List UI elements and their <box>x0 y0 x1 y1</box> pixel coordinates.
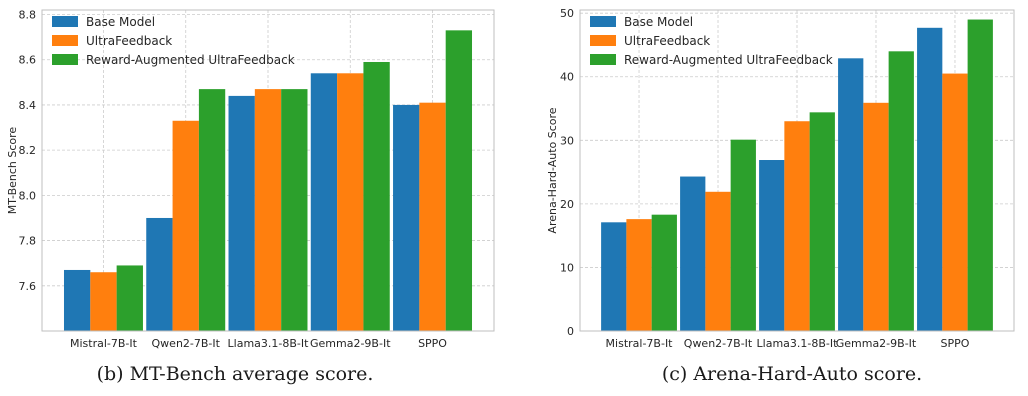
bar-base-model-4 <box>917 27 943 331</box>
legend-swatch <box>590 35 616 46</box>
legend-swatch <box>52 16 78 27</box>
bar-reward-augmented-ultrafeedback-3 <box>363 61 390 332</box>
y-tick-label: 40 <box>560 71 574 84</box>
legend-swatch <box>52 35 78 46</box>
x-tick-label: Mistral-7B-It <box>70 337 138 350</box>
bar-base-model-4 <box>393 104 420 331</box>
y-axis-label: MT-Bench Score <box>6 127 19 215</box>
bar-ultrafeedback-1 <box>172 120 199 331</box>
bar-reward-augmented-ultrafeedback-0 <box>116 265 143 331</box>
bar-reward-augmented-ultrafeedback-0 <box>651 214 677 331</box>
legend-swatch <box>590 54 616 65</box>
figure-caption: (c) Arena-Hard-Auto score. <box>662 363 922 385</box>
y-tick-label: 7.6 <box>19 280 37 293</box>
mt-bench-chart: 7.6 7.8 8.0 8.2 8.4 8.6 8.8 Mistral-7B-It Qwen2-… <box>6 9 495 385</box>
bar-ultrafeedback-2 <box>254 89 282 331</box>
arena-hard-chart: 0 10 20 30 40 50 Mistral-7B-It Qwen2-7B-It Llama… <box>546 7 1015 385</box>
y-tick-label: 7.8 <box>19 235 37 248</box>
x-tick-label: Gemma2-9B-It <box>836 337 917 350</box>
plot-frame <box>579 9 1015 332</box>
bar-base-model-3 <box>310 73 338 331</box>
legend-label: UltraFeedback <box>86 34 172 48</box>
bar-ultrafeedback-0 <box>90 272 117 331</box>
bar-ultrafeedback-0 <box>626 219 652 331</box>
x-tick-label: SPPO <box>941 337 970 350</box>
bar-base-model-1 <box>680 176 706 331</box>
y-tick-label: 20 <box>560 198 574 211</box>
y-tick-label: 8.8 <box>19 9 37 22</box>
bar-reward-augmented-ultrafeedback-2 <box>281 89 308 331</box>
bar-base-model-0 <box>601 222 627 331</box>
y-tick-label: 8.6 <box>19 54 37 67</box>
legend-label: UltraFeedback <box>624 34 710 48</box>
x-tick-label: Qwen2-7B-It <box>684 337 753 350</box>
y-tick-label: 30 <box>560 134 574 147</box>
y-tick-label: 8.0 <box>19 189 37 202</box>
bar-base-model-3 <box>838 58 864 332</box>
bar-ultrafeedback-4 <box>419 102 446 331</box>
legend-swatch <box>52 54 78 65</box>
bar-ultrafeedback-1 <box>705 191 731 331</box>
bar-ultrafeedback-4 <box>942 73 968 331</box>
x-tick-label: Qwen2-7B-It <box>152 337 221 350</box>
y-tick-label: 8.2 <box>19 144 37 157</box>
legend-label: Base Model <box>624 15 693 29</box>
bar-ultrafeedback-3 <box>863 102 889 332</box>
x-tick-label: Mistral-7B-It <box>606 337 674 350</box>
x-tick-label: Gemma2-9B-It <box>310 337 391 350</box>
legend-label: Reward-Augmented UltraFeedback <box>86 53 295 67</box>
bar-reward-augmented-ultrafeedback-4 <box>445 30 473 332</box>
bar-reward-augmented-ultrafeedback-1 <box>198 89 226 331</box>
bar-reward-augmented-ultrafeedback-2 <box>809 112 835 331</box>
bar-ultrafeedback-2 <box>784 121 810 331</box>
x-tick-label: Llama3.1-8B-It <box>757 337 839 350</box>
y-axis-label: Arena-Hard-Auto Score <box>546 107 559 233</box>
bar-base-model-2 <box>759 160 785 331</box>
x-tick-label: SPPO <box>418 337 447 350</box>
bar-reward-augmented-ultrafeedback-3 <box>888 51 914 331</box>
bar-reward-augmented-ultrafeedback-1 <box>730 139 756 331</box>
legend-swatch <box>590 16 616 27</box>
bar-base-model-2 <box>228 95 255 332</box>
bar-reward-augmented-ultrafeedback-4 <box>967 19 993 331</box>
y-tick-label: 0 <box>567 325 574 338</box>
legend-label: Base Model <box>86 15 155 29</box>
plot-frame <box>41 9 495 332</box>
legend-label: Reward-Augmented UltraFeedback <box>624 53 833 67</box>
y-tick-label: 50 <box>560 7 574 20</box>
bar-base-model-1 <box>146 217 173 331</box>
bar-ultrafeedback-3 <box>337 73 364 331</box>
y-tick-label: 10 <box>560 261 574 274</box>
figure-caption: (b) MT-Bench average score. <box>97 363 374 385</box>
x-tick-label: Llama3.1-8B-It <box>228 337 310 350</box>
y-tick-label: 8.4 <box>19 99 37 112</box>
bar-base-model-0 <box>63 269 91 331</box>
